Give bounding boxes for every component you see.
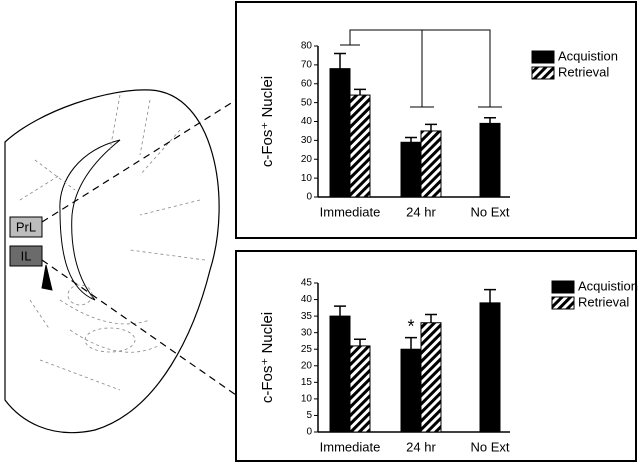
y-tick-label: 60	[301, 78, 313, 89]
panel-frame	[235, 250, 637, 462]
bar	[420, 130, 442, 198]
error-bar	[334, 305, 346, 317]
y-tick-label: 80	[301, 41, 313, 52]
error-bar	[425, 313, 437, 323]
y-tick-label: 45	[301, 278, 313, 289]
y-tick-label: 40	[301, 116, 313, 127]
y-tick-label: 35	[301, 311, 313, 322]
legend-label: Acquistion	[558, 48, 618, 63]
y-tick-label: 15	[301, 377, 313, 388]
error-bar	[405, 136, 417, 143]
error-bar	[425, 123, 437, 131]
annotation: *	[407, 316, 414, 336]
x-tick-label: No Ext	[470, 439, 509, 454]
panel-frame	[235, 1, 637, 239]
legend-swatch	[531, 50, 555, 64]
y-tick-label: 0	[306, 427, 312, 438]
significance-bracket	[340, 29, 502, 108]
x-tick-label: No Ext	[470, 204, 509, 219]
x-tick-label: 24 hr	[406, 204, 436, 219]
error-bar	[484, 288, 496, 303]
bar	[479, 302, 501, 433]
x-tick-label: 24 hr	[406, 439, 436, 454]
y-tick-label: 5	[306, 410, 312, 421]
y-tick-label: 25	[301, 344, 313, 355]
y-tick-label: 0	[306, 192, 312, 203]
legend-label: Acquistion	[578, 278, 638, 293]
y-axis-label: c-Fos⁺ Nuclei	[259, 312, 276, 403]
legend-swatch	[551, 296, 575, 310]
error-bar	[354, 338, 366, 346]
bar	[349, 94, 371, 198]
y-tick-label: 10	[301, 394, 313, 405]
y-tick-label: 40	[301, 294, 313, 305]
bar	[400, 141, 422, 198]
legend-swatch	[551, 280, 575, 294]
error-bar	[334, 52, 346, 69]
y-tick-label: 50	[301, 97, 313, 108]
error-bar	[405, 336, 417, 350]
legend-label: Retrieval	[558, 64, 609, 79]
y-tick-label: 20	[301, 360, 313, 371]
x-tick-label: Immediate	[320, 204, 381, 219]
bar	[329, 68, 351, 198]
error-bar	[484, 116, 496, 124]
bar	[420, 322, 442, 433]
bar	[329, 315, 351, 433]
y-tick-label: 20	[301, 154, 313, 165]
region-label: PrL	[16, 219, 36, 234]
y-tick-label: 30	[301, 135, 313, 146]
brain-diagram	[4, 89, 237, 434]
y-axis-label: c-Fos⁺ Nuclei	[259, 76, 276, 167]
y-tick-label: 30	[301, 327, 313, 338]
bar	[349, 345, 371, 433]
error-bar	[354, 88, 366, 96]
legend-label: Retrieval	[578, 294, 629, 309]
legend-swatch	[531, 66, 555, 80]
bar	[479, 122, 501, 198]
y-tick-label: 10	[301, 173, 313, 184]
region-label: IL	[21, 248, 32, 263]
x-tick-label: Immediate	[320, 439, 381, 454]
y-tick-label: 70	[301, 60, 313, 71]
bar	[400, 348, 422, 433]
